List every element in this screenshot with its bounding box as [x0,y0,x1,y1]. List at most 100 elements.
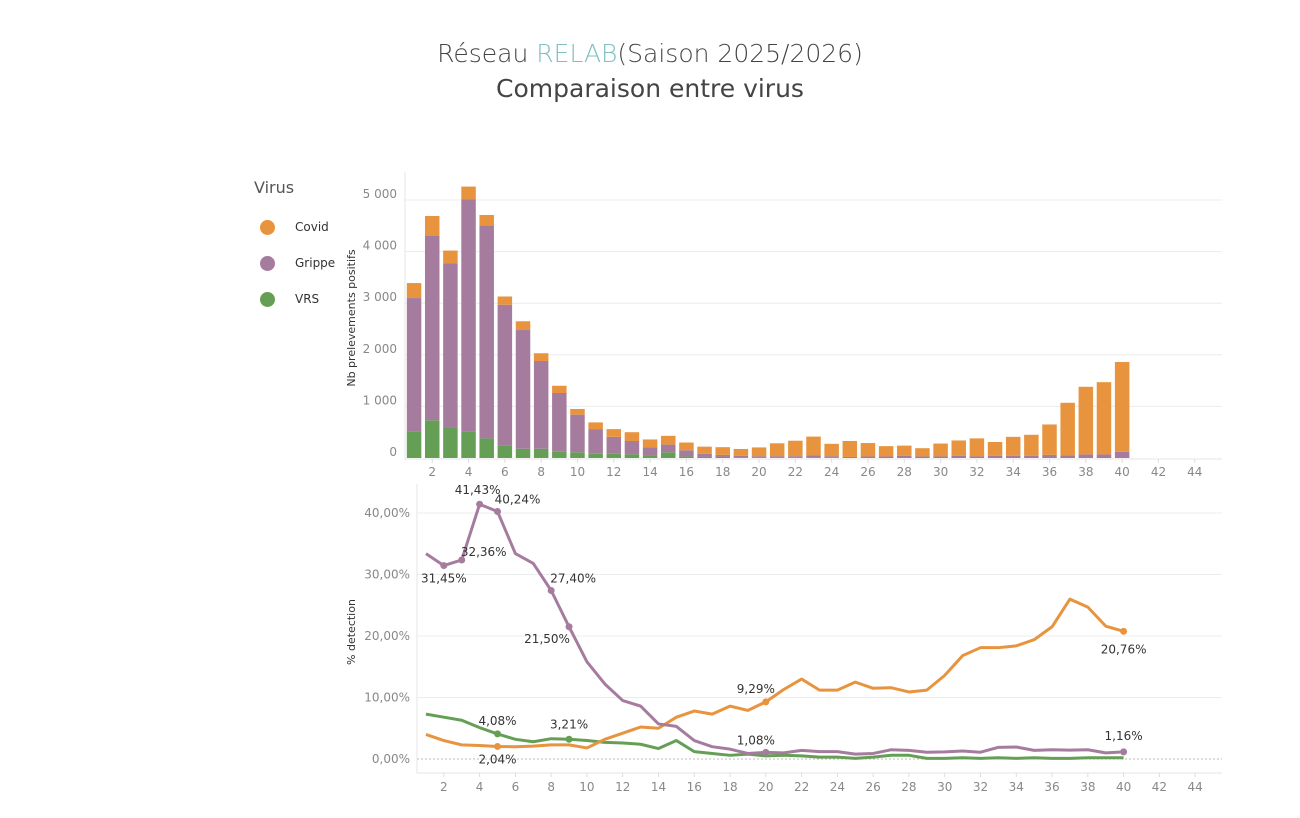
bar-segment-grippe [552,392,567,452]
legend-label: Covid [295,220,329,234]
bar-segment-grippe [461,199,476,432]
bar-segment-vrs [842,457,858,458]
bar-segment-grippe [679,450,694,457]
line-point-grippe [565,623,573,631]
bar-x-tick-label: 4 [465,465,473,479]
bar-segment-grippe [443,263,458,428]
line-point-grippe [494,508,501,516]
bar-segment-covid [842,440,858,457]
bar-segment-grippe [424,235,440,421]
bar-segment-covid [443,250,458,264]
bar-segment-grippe [1042,454,1057,458]
line-x-tick-label: 4 [476,780,484,794]
bar-segment-vrs [1078,457,1094,458]
bar-segment-grippe [715,454,730,457]
line-x-tick-label: 38 [1080,780,1095,794]
legend-dot-vrs [260,291,275,307]
bar-segment-grippe [624,440,640,455]
bar-x-tick-label: 34 [1006,465,1021,479]
bar-segment-covid [878,446,894,457]
line-x-tick-label: 30 [937,780,952,794]
bar-segment-covid [1042,424,1057,455]
bar-segment-grippe [751,456,767,458]
bar-y-tick-label: 1 000 [363,393,397,407]
bar-segment-vrs [769,457,785,458]
bar-segment-grippe [987,455,1003,458]
bar-segment-vrs [806,457,821,458]
data-label-grippe: 21,50% [524,632,570,646]
bar-segment-covid [642,439,658,448]
bar-segment-grippe [915,456,930,458]
bar-segment-vrs [751,457,767,458]
bar-segment-vrs [552,451,567,458]
bar-x-tick-label: 26 [860,465,875,479]
bar-segment-vrs [1005,457,1021,458]
bar-x-tick-label: 18 [715,465,730,479]
line-point-grippe [476,500,484,508]
line-x-tick-label: 18 [722,780,737,794]
bar-y-tick-label: 0 [389,445,397,459]
bar-segment-vrs [1060,457,1075,458]
bar-segment-covid [533,353,549,361]
line-point-grippe [1120,748,1128,756]
bar-segment-vrs [406,431,422,458]
bar-x-tick-label: 38 [1078,465,1093,479]
bar-segment-covid [1078,386,1094,455]
data-label-grippe: 1,16% [1105,729,1143,743]
line-x-tick-label: 12 [615,780,630,794]
bar-segment-grippe [951,455,966,458]
line-x-tick-label: 16 [687,780,702,794]
bar-y-axis-title: Nb prelevements positifs [345,249,358,387]
bar-segment-vrs [570,452,585,458]
bar-segment-vrs [533,448,549,458]
bar-segment-covid [769,443,785,457]
bar-segment-grippe [769,456,785,458]
bar-segment-grippe [933,456,948,458]
line-point-grippe [762,748,770,756]
legend-item-vrs[interactable]: VRS [254,281,335,317]
bar-segment-grippe [1078,454,1094,458]
bar-segment-grippe [661,444,676,453]
bar-segment-vrs [987,457,1003,458]
bar-segment-grippe [497,304,513,446]
bar-segment-vrs [588,453,603,458]
bar-segment-grippe [806,455,821,458]
line-y-axis-title: % detection [345,599,358,665]
bar-segment-vrs [897,457,912,458]
data-label-covid: 9,29% [737,682,775,696]
bar-segment-covid [987,442,1003,456]
line-x-tick-label: 24 [830,780,845,794]
line-series-grippe [425,502,1124,756]
line-y-tick-label: 20,00% [364,629,410,643]
bar-segment-vrs [860,457,876,458]
legend-item-covid[interactable]: Covid [254,209,335,245]
bar-segment-covid [715,447,730,455]
bar-segment-grippe [515,330,531,449]
bar-segment-grippe [860,456,876,458]
legend-label: Grippe [295,256,336,270]
bar-segment-grippe [570,414,585,453]
bar-segment-covid [951,440,966,456]
line-x-tick-label: 32 [973,780,988,794]
bar-y-tick-label: 2 000 [363,342,397,356]
bar-segment-grippe [533,360,549,449]
legend-item-grippe[interactable]: Grippe [254,245,335,281]
line-point-grippe [458,556,466,564]
bar-segment-covid [479,214,494,226]
bar-y-tick-label: 5 000 [363,187,397,201]
bar-segment-vrs [424,420,440,458]
line-chart: % detection 0,00% 10,00% 20,00% 30,00% 40,00… [345,483,1222,794]
bar-segment-vrs [624,454,640,458]
bar-x-tick-label: 24 [824,465,839,479]
line-x-tick-label: 34 [1009,780,1024,794]
bar-segment-covid [1024,434,1039,456]
bar-segment-covid [461,186,476,200]
bar-segment-covid [424,215,440,236]
bar-segment-grippe [1024,455,1039,458]
bar-segment-covid [661,435,676,445]
line-x-tick-label: 44 [1188,780,1203,794]
bar-segment-covid [552,385,567,393]
bar-y-tick-label: 4 000 [363,239,397,253]
bar-segment-vrs [1096,457,1112,458]
line-y-tick-label: 10,00% [364,691,410,705]
